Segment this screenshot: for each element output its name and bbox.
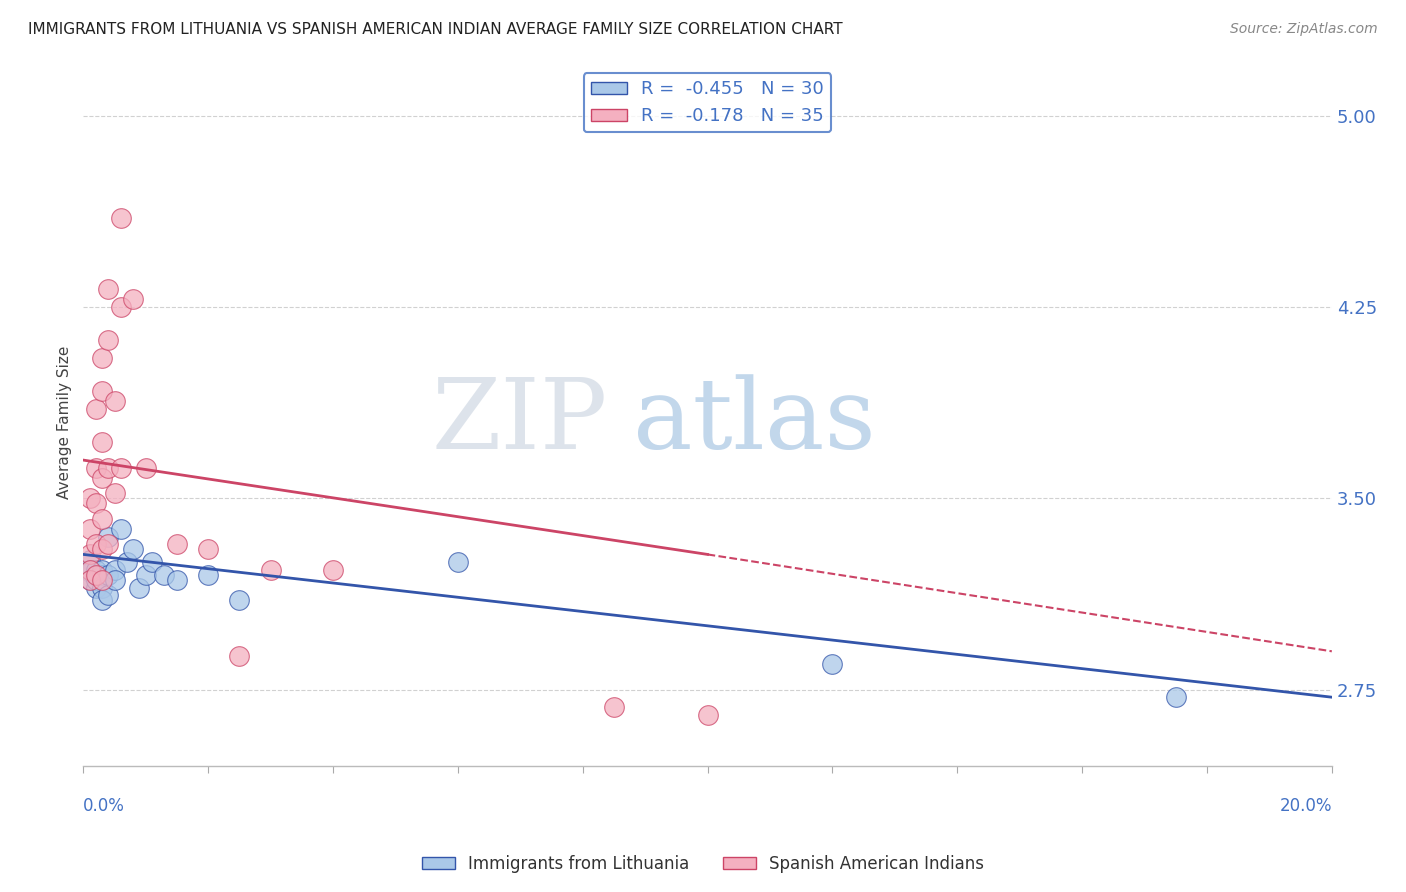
Point: [259, 563, 281, 577]
Point: [84, 460, 107, 475]
Text: ZIP: ZIP: [432, 374, 607, 470]
Point: [79, 548, 101, 562]
Text: 20.0%: 20.0%: [1279, 797, 1331, 814]
Point: [79, 491, 101, 506]
Point: [79, 573, 101, 587]
Legend: Immigrants from Lithuania, Spanish American Indians: Immigrants from Lithuania, Spanish Ameri…: [415, 848, 991, 880]
Point: [103, 486, 125, 500]
Point: [79, 563, 101, 577]
Point: [135, 567, 157, 582]
Point: [79, 573, 101, 587]
Point: [91, 542, 114, 557]
Point: [97, 333, 120, 347]
Text: IMMIGRANTS FROM LITHUANIA VS SPANISH AMERICAN INDIAN AVERAGE FAMILY SIZE CORRELA: IMMIGRANTS FROM LITHUANIA VS SPANISH AME…: [28, 22, 842, 37]
Point: [84, 581, 107, 595]
Point: [821, 657, 844, 671]
Point: [84, 537, 107, 551]
Point: [91, 512, 114, 526]
Point: [84, 402, 107, 417]
Point: [447, 555, 470, 569]
Point: [197, 542, 219, 557]
Point: [79, 522, 101, 536]
Point: [103, 563, 125, 577]
Point: [228, 649, 250, 664]
Point: [84, 567, 107, 582]
Point: [166, 537, 188, 551]
Point: [166, 573, 188, 587]
Point: [97, 282, 120, 296]
Point: [84, 573, 107, 587]
Point: [110, 300, 132, 314]
Point: [110, 211, 132, 225]
Point: [79, 566, 101, 580]
Point: [91, 593, 114, 607]
Text: Source: ZipAtlas.com: Source: ZipAtlas.com: [1230, 22, 1378, 37]
Point: [115, 555, 138, 569]
Text: atlas: atlas: [633, 374, 876, 470]
Point: [84, 567, 107, 582]
Point: [696, 708, 718, 723]
Point: [97, 460, 120, 475]
Point: [91, 573, 114, 587]
Point: [103, 573, 125, 587]
Point: [91, 563, 114, 577]
Point: [603, 700, 626, 714]
Point: [128, 581, 150, 595]
Point: [135, 460, 157, 475]
Point: [97, 530, 120, 544]
Point: [84, 563, 107, 577]
Point: [97, 537, 120, 551]
Point: [97, 567, 120, 582]
Point: [110, 522, 132, 536]
Point: [84, 496, 107, 510]
Point: [122, 542, 145, 557]
Point: [79, 552, 101, 566]
Point: [228, 593, 250, 607]
Y-axis label: Average Family Size: Average Family Size: [58, 345, 72, 499]
Text: 0.0%: 0.0%: [83, 797, 125, 814]
Point: [91, 351, 114, 365]
Point: [91, 435, 114, 450]
Point: [141, 555, 163, 569]
Legend: R =  -0.455   N = 30, R =  -0.178   N = 35: R = -0.455 N = 30, R = -0.178 N = 35: [583, 73, 831, 132]
Point: [103, 394, 125, 409]
Point: [91, 384, 114, 399]
Point: [322, 563, 344, 577]
Point: [91, 471, 114, 485]
Point: [197, 567, 219, 582]
Point: [153, 567, 176, 582]
Point: [79, 563, 101, 577]
Point: [97, 588, 120, 602]
Point: [1164, 690, 1187, 705]
Point: [122, 293, 145, 307]
Point: [110, 460, 132, 475]
Point: [91, 567, 114, 582]
Point: [91, 581, 114, 595]
